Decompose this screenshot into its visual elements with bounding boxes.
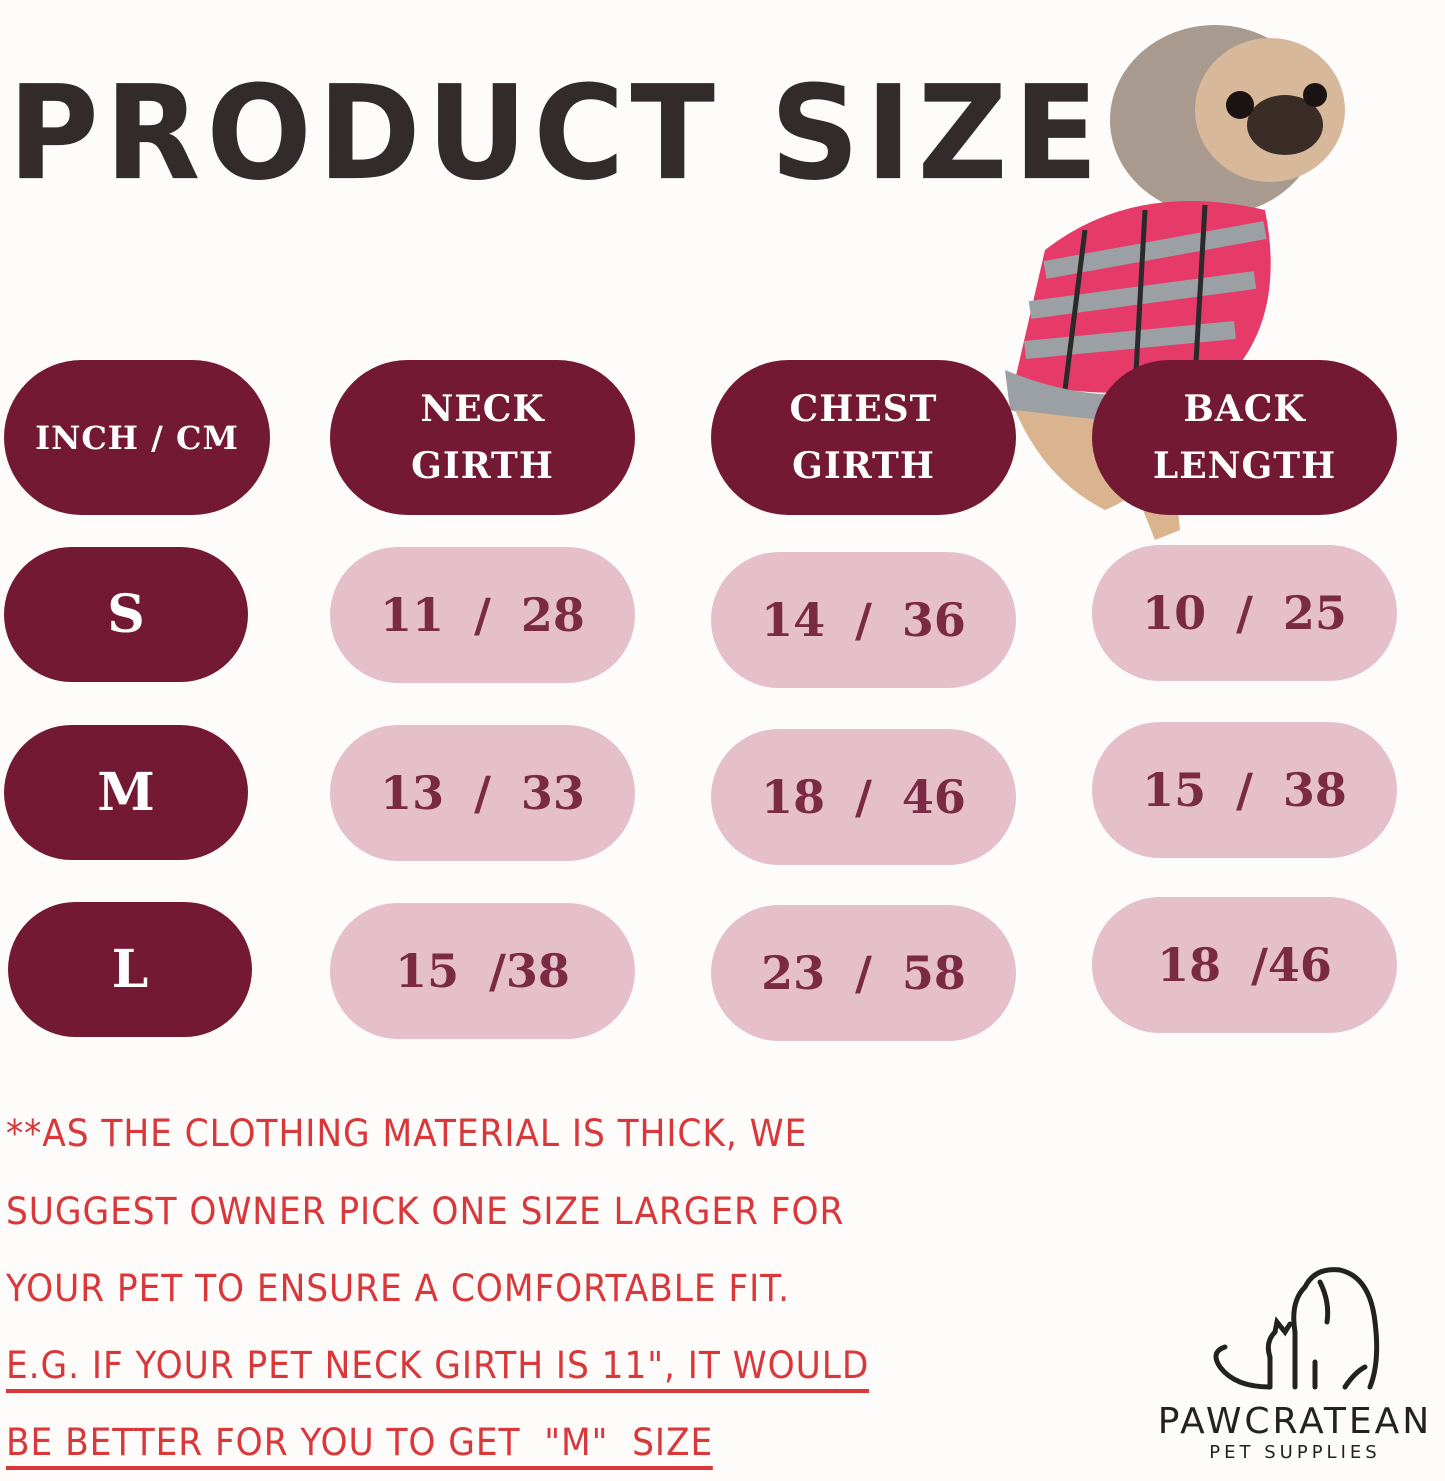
note-line-4: E.G. IF YOUR PET NECK GIRTH IS 11", IT W… xyxy=(6,1344,870,1393)
brand-logo: PAWCRATEAN PET SUPPLIES xyxy=(1145,1262,1445,1463)
size-label-m: M xyxy=(4,725,248,860)
page-title: PRODUCT SIZE xyxy=(8,58,1105,210)
value-m-back: 15 / 38 xyxy=(1092,722,1397,858)
value-m-neck: 13 / 33 xyxy=(330,725,635,861)
value-s-back: 10 / 25 xyxy=(1092,545,1397,681)
note-line-5-text: BE BETTER FOR YOU TO GET "M" SIZE xyxy=(6,1421,714,1470)
header-neck-line2: GIRTH xyxy=(411,444,554,487)
brand-tagline: PET SUPPLIES xyxy=(1209,1442,1381,1463)
size-label-s: S xyxy=(4,547,248,682)
header-chest-line2: GIRTH xyxy=(792,444,935,487)
header-unit-label: INCH / CM xyxy=(35,418,239,457)
value-l-chest: 23 / 58 xyxy=(711,905,1016,1041)
value-s-chest: 14 / 36 xyxy=(711,552,1016,688)
value-l-back: 18 /46 xyxy=(1092,897,1397,1033)
header-back-line2: LENGTH xyxy=(1152,444,1337,487)
header-unit: INCH / CM xyxy=(4,360,270,515)
note-line-4-text: E.G. IF YOUR PET NECK GIRTH IS 11", IT W… xyxy=(6,1344,870,1393)
header-neck-girth: NECK GIRTH xyxy=(330,360,635,515)
value-s-neck: 11 / 28 xyxy=(330,547,635,683)
header-back-line1: BACK xyxy=(1183,387,1306,430)
header-chest-girth: CHEST GIRTH xyxy=(711,360,1016,515)
note-line-5: BE BETTER FOR YOU TO GET "M" SIZE xyxy=(6,1421,714,1470)
dog-and-cat-outline-icon xyxy=(1213,1267,1380,1390)
note-line-3: YOUR PET TO ENSURE A COMFORTABLE FIT. xyxy=(6,1267,790,1310)
size-label-l: L xyxy=(8,902,252,1037)
brand-name: PAWCRATEAN xyxy=(1157,1401,1433,1442)
note-line-2: SUGGEST OWNER PICK ONE SIZE LARGER FOR xyxy=(6,1190,845,1233)
header-neck-line1: NECK xyxy=(420,387,545,430)
value-m-chest: 18 / 46 xyxy=(711,729,1016,865)
header-back-length: BACK LENGTH xyxy=(1092,360,1397,515)
value-l-neck: 15 /38 xyxy=(330,903,635,1039)
header-chest-line1: CHEST xyxy=(789,387,938,430)
note-line-1: **AS THE CLOTHING MATERIAL IS THICK, WE xyxy=(6,1112,808,1155)
